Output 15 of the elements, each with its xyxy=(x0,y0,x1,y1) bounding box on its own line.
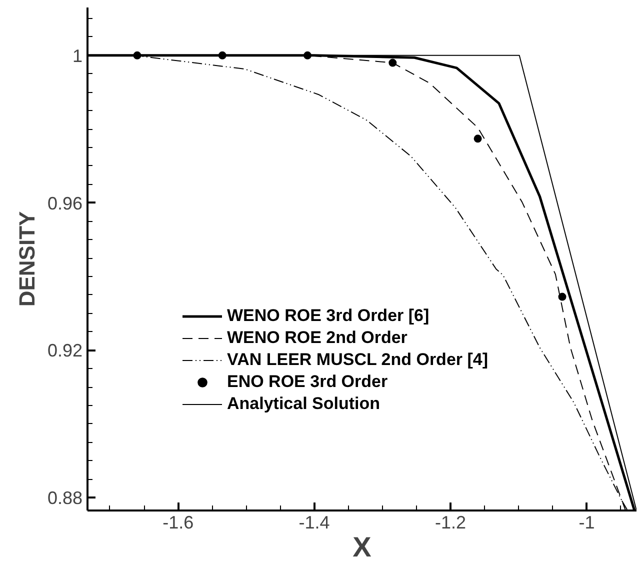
x-tick-label: -1.4 xyxy=(298,512,330,532)
y-tick-label: 0.92 xyxy=(47,340,83,361)
legend-label: ENO ROE 3rd Order xyxy=(227,371,388,393)
legend-label: WENO ROE 2nd Order xyxy=(227,327,408,349)
x-tick-label: -1.6 xyxy=(162,512,194,532)
y-tick-label: 0.88 xyxy=(47,488,83,508)
legend-label: Analytical Solution xyxy=(227,393,380,415)
legend-label: VAN LEER MUSCL 2nd Order [4] xyxy=(227,349,488,371)
legend-label: WENO ROE 3rd Order [6] xyxy=(227,305,430,327)
x-tick-label: -1 xyxy=(578,512,595,532)
x-axis-title: X xyxy=(352,532,372,562)
y-axis-title: DENSITY xyxy=(14,211,40,307)
y-tick-label: 0.96 xyxy=(47,193,83,214)
x-tick-label: -1.2 xyxy=(435,512,466,532)
y-tick-label: 1 xyxy=(72,46,83,66)
